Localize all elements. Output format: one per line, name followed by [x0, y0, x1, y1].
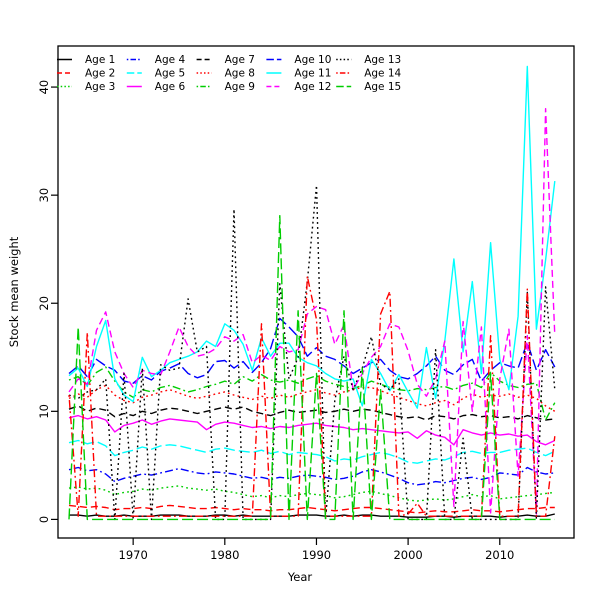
legend-label-10: Age 10 [294, 54, 331, 66]
series-line-age-13 [68, 184, 556, 521]
series-line-age-12 [68, 107, 556, 515]
series-line-age-2 [68, 504, 555, 514]
y-axis-title: Stock mean weight [7, 236, 21, 348]
legend-label-1: Age 1 [85, 54, 115, 66]
y-tick-label: 40 [37, 80, 51, 95]
series-line-age-15 [68, 214, 555, 521]
legend-label-3: Age 3 [85, 81, 115, 93]
y-tick-label: 20 [37, 296, 51, 311]
series-line-age-10 [68, 317, 556, 384]
series-line-age-4 [68, 466, 555, 486]
y-tick-label: 10 [37, 404, 51, 419]
legend-label-15: Age 15 [364, 81, 401, 93]
y-tick-label: 0 [37, 516, 51, 523]
legend-label-12: Age 12 [294, 81, 331, 93]
legend-label-8: Age 8 [225, 68, 255, 80]
x-tick-label: 1980 [210, 548, 239, 562]
legend-label-5: Age 5 [155, 68, 185, 80]
x-tick-label: 1990 [302, 548, 331, 562]
legend-label-6: Age 6 [155, 81, 186, 93]
x-tick-label: 2000 [393, 548, 422, 562]
legend-label-4: Age 4 [155, 54, 186, 66]
x-tick-label: 2010 [485, 548, 514, 562]
legend-label-7: Age 7 [225, 54, 255, 66]
legend-label-9: Age 9 [225, 81, 255, 93]
legend-label-13: Age 13 [364, 54, 401, 66]
series-line-age-9 [68, 366, 556, 421]
y-tick-label: 30 [37, 188, 51, 203]
x-tick-label: 1970 [119, 548, 148, 562]
x-axis-title: Year [287, 570, 313, 584]
legend-label-14: Age 14 [364, 68, 401, 80]
legend-label-11: Age 11 [294, 68, 331, 80]
series-line-age-7 [68, 405, 555, 421]
series-line-age-14 [68, 275, 556, 517]
series-line-age-6 [68, 414, 556, 446]
legend-label-2: Age 2 [85, 68, 115, 80]
